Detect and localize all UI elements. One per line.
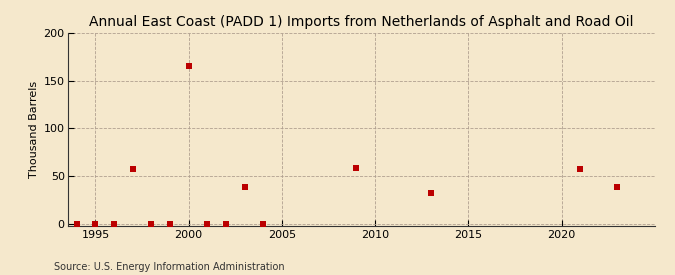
Point bbox=[184, 64, 194, 68]
Point bbox=[165, 221, 176, 226]
Point bbox=[202, 221, 213, 226]
Point bbox=[128, 167, 138, 172]
Point bbox=[575, 167, 586, 172]
Point bbox=[426, 191, 437, 195]
Point bbox=[239, 185, 250, 189]
Y-axis label: Thousand Barrels: Thousand Barrels bbox=[30, 81, 39, 178]
Point bbox=[90, 221, 101, 226]
Title: Annual East Coast (PADD 1) Imports from Netherlands of Asphalt and Road Oil: Annual East Coast (PADD 1) Imports from … bbox=[89, 15, 633, 29]
Point bbox=[258, 221, 269, 226]
Point bbox=[221, 221, 232, 226]
Point bbox=[109, 221, 119, 226]
Point bbox=[146, 221, 157, 226]
Point bbox=[351, 166, 362, 170]
Text: Source: U.S. Energy Information Administration: Source: U.S. Energy Information Administ… bbox=[54, 262, 285, 272]
Point bbox=[612, 185, 623, 189]
Point bbox=[72, 221, 82, 226]
